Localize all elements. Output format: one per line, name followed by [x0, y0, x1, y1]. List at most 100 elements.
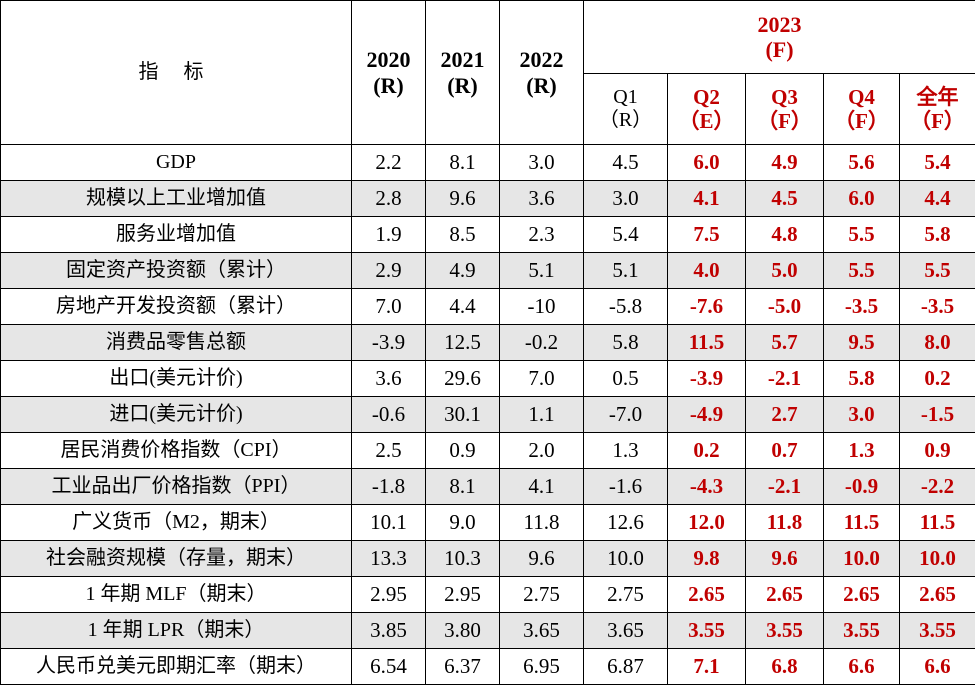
forecast-value-cell: 5.4	[899, 144, 975, 181]
forecast-value-cell: -3.5	[899, 288, 975, 325]
year-tag: (R)	[373, 72, 404, 98]
year-header-2023: 2023 (F)	[583, 0, 975, 74]
year-tag: (R)	[447, 72, 478, 98]
quarter-header-q3: Q3 （F）	[745, 73, 824, 145]
value-cell: 2.5	[351, 432, 426, 469]
forecast-value-cell: 7.5	[667, 216, 746, 253]
forecast-value-cell: 4.1	[667, 180, 746, 217]
value-cell: 11.8	[499, 504, 584, 541]
forecast-value-cell: 5.5	[899, 252, 975, 289]
quarter-tag: （R）	[598, 109, 653, 131]
value-cell: -1.8	[351, 468, 426, 505]
forecast-value-cell: 5.5	[823, 252, 900, 289]
value-cell: 9.6	[499, 540, 584, 577]
indicator-name: 工业品出厂价格指数（PPI）	[0, 468, 352, 505]
forecast-value-cell: 5.8	[899, 216, 975, 253]
value-cell: 0.5	[583, 360, 668, 397]
table-row: 房地产开发投资额（累计） 7.0 4.4 -10 -5.8 -7.6 -5.0 -3.5 -3.…	[0, 288, 975, 325]
value-cell: -3.9	[351, 324, 426, 361]
quarter-label: Q1	[613, 86, 638, 108]
value-cell: 29.6	[425, 360, 500, 397]
year-label: 2020	[366, 47, 411, 73]
indicator-name: 规模以上工业增加值	[0, 180, 352, 217]
value-cell: 10.0	[583, 540, 668, 577]
value-cell: 6.95	[499, 648, 584, 685]
forecast-value-cell: -2.1	[745, 468, 824, 505]
forecast-value-cell: 10.0	[899, 540, 975, 577]
forecast-value-cell: -5.0	[745, 288, 824, 325]
forecast-value-cell: 6.8	[745, 648, 824, 685]
value-cell: 8.1	[425, 468, 500, 505]
value-cell: -0.2	[499, 324, 584, 361]
indicator-name: 1 年期 MLF（期末）	[0, 576, 352, 613]
table-row: 消费品零售总额 -3.9 12.5 -0.2 5.8 11.5 5.7 9.5 8.0	[0, 324, 975, 361]
year-tag: (R)	[526, 72, 557, 98]
forecast-value-cell: 0.9	[899, 432, 975, 469]
forecast-value-cell: 10.0	[823, 540, 900, 577]
forecast-value-cell: 5.6	[823, 144, 900, 181]
forecast-value-cell: 12.0	[667, 504, 746, 541]
value-cell: -0.6	[351, 396, 426, 433]
value-cell: 10.3	[425, 540, 500, 577]
group-year-label: 2023	[757, 11, 802, 37]
value-cell: 30.1	[425, 396, 500, 433]
forecast-value-cell: 5.8	[823, 360, 900, 397]
value-cell: 6.87	[583, 648, 668, 685]
indicator-name: 居民消费价格指数（CPI）	[0, 432, 352, 469]
forecast-value-cell: 11.5	[823, 504, 900, 541]
table-row: 1 年期 MLF（期末） 2.95 2.95 2.75 2.75 2.65 2.65 2.65…	[0, 576, 975, 613]
forecast-value-cell: 6.0	[823, 180, 900, 217]
value-cell: 1.1	[499, 396, 584, 433]
value-cell: 4.5	[583, 144, 668, 181]
quarter-tag: （F）	[910, 109, 965, 133]
year-label: 2022	[519, 47, 564, 73]
year-header-2021: 2021 (R)	[425, 0, 500, 145]
year-header-2020: 2020 (R)	[351, 0, 426, 145]
indicator-name: 消费品零售总额	[0, 324, 352, 361]
value-cell: 6.54	[351, 648, 426, 685]
value-cell: 5.8	[583, 324, 668, 361]
value-cell: 2.9	[351, 252, 426, 289]
value-cell: 2.3	[499, 216, 584, 253]
value-cell: 13.3	[351, 540, 426, 577]
value-cell: -1.6	[583, 468, 668, 505]
forecast-value-cell: -0.9	[823, 468, 900, 505]
value-cell: 4.1	[499, 468, 584, 505]
value-cell: -5.8	[583, 288, 668, 325]
forecast-value-cell: 2.65	[667, 576, 746, 613]
value-cell: 2.0	[499, 432, 584, 469]
value-cell: 9.6	[425, 180, 500, 217]
forecast-value-cell: 2.65	[899, 576, 975, 613]
forecast-value-cell: -7.6	[667, 288, 746, 325]
forecast-value-cell: 9.6	[745, 540, 824, 577]
value-cell: 12.6	[583, 504, 668, 541]
value-cell: 5.1	[499, 252, 584, 289]
value-cell: 3.6	[499, 180, 584, 217]
forecast-value-cell: -2.2	[899, 468, 975, 505]
value-cell: 8.1	[425, 144, 500, 181]
forecast-value-cell: 3.55	[745, 612, 824, 649]
forecast-value-cell: 11.8	[745, 504, 824, 541]
forecast-value-cell: 2.65	[823, 576, 900, 613]
table-row: 固定资产投资额（累计） 2.9 4.9 5.1 5.1 4.0 5.0 5.5 5.5	[0, 252, 975, 289]
value-cell: 5.4	[583, 216, 668, 253]
quarter-header-q2: Q2 （E）	[667, 73, 746, 145]
value-cell: 3.65	[499, 612, 584, 649]
value-cell: 3.6	[351, 360, 426, 397]
value-cell: 2.8	[351, 180, 426, 217]
forecast-value-cell: -1.5	[899, 396, 975, 433]
forecast-value-cell: 1.3	[823, 432, 900, 469]
indicator-name: 出口(美元计价)	[0, 360, 352, 397]
value-cell: 4.4	[425, 288, 500, 325]
forecast-value-cell: 2.65	[745, 576, 824, 613]
forecast-value-cell: 9.8	[667, 540, 746, 577]
forecast-value-cell: 3.0	[823, 396, 900, 433]
value-cell: 1.9	[351, 216, 426, 253]
forecast-value-cell: 4.5	[745, 180, 824, 217]
forecast-value-cell: 0.7	[745, 432, 824, 469]
forecast-value-cell: 5.7	[745, 324, 824, 361]
quarter-label: Q2	[693, 84, 720, 109]
value-cell: 12.5	[425, 324, 500, 361]
forecast-value-cell: 7.1	[667, 648, 746, 685]
